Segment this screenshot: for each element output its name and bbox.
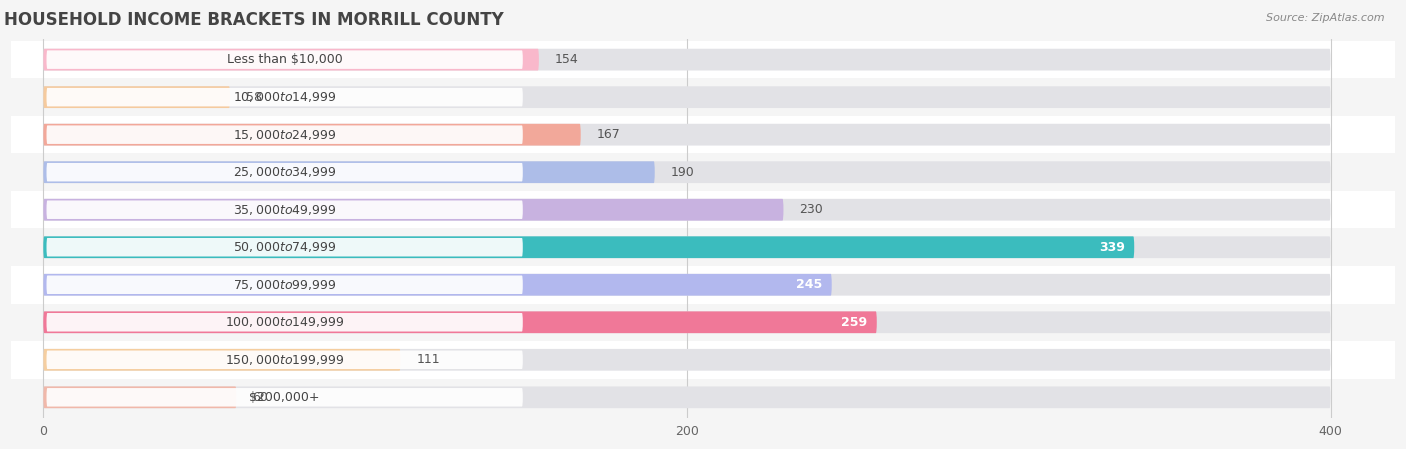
Text: $35,000 to $49,999: $35,000 to $49,999 xyxy=(233,202,336,217)
Text: Source: ZipAtlas.com: Source: ZipAtlas.com xyxy=(1267,13,1385,23)
Text: HOUSEHOLD INCOME BRACKETS IN MORRILL COUNTY: HOUSEHOLD INCOME BRACKETS IN MORRILL COU… xyxy=(4,11,503,29)
FancyBboxPatch shape xyxy=(44,161,1330,183)
FancyBboxPatch shape xyxy=(46,163,523,181)
Bar xyxy=(11,266,1395,304)
FancyBboxPatch shape xyxy=(46,200,523,219)
Text: $150,000 to $199,999: $150,000 to $199,999 xyxy=(225,353,344,367)
Bar xyxy=(11,41,1395,79)
Text: 154: 154 xyxy=(555,53,579,66)
Bar xyxy=(11,79,1395,116)
Bar xyxy=(11,191,1395,229)
FancyBboxPatch shape xyxy=(44,161,655,183)
FancyBboxPatch shape xyxy=(46,238,523,256)
Text: 58: 58 xyxy=(246,91,262,104)
Text: 190: 190 xyxy=(671,166,695,179)
Text: 230: 230 xyxy=(800,203,824,216)
FancyBboxPatch shape xyxy=(44,312,877,333)
FancyBboxPatch shape xyxy=(44,199,783,220)
FancyBboxPatch shape xyxy=(44,124,581,145)
FancyBboxPatch shape xyxy=(44,49,1330,70)
Text: $25,000 to $34,999: $25,000 to $34,999 xyxy=(233,165,336,179)
FancyBboxPatch shape xyxy=(44,124,1330,145)
FancyBboxPatch shape xyxy=(46,88,523,106)
FancyBboxPatch shape xyxy=(44,199,1330,220)
FancyBboxPatch shape xyxy=(44,349,401,371)
Bar xyxy=(11,154,1395,191)
FancyBboxPatch shape xyxy=(46,313,523,331)
FancyBboxPatch shape xyxy=(46,388,523,406)
FancyBboxPatch shape xyxy=(44,86,1330,108)
Bar xyxy=(11,341,1395,379)
FancyBboxPatch shape xyxy=(44,274,1330,295)
Text: $75,000 to $99,999: $75,000 to $99,999 xyxy=(233,278,336,292)
FancyBboxPatch shape xyxy=(44,349,1330,371)
Text: $100,000 to $149,999: $100,000 to $149,999 xyxy=(225,315,344,329)
FancyBboxPatch shape xyxy=(44,312,1330,333)
Text: 245: 245 xyxy=(796,278,823,291)
Bar xyxy=(11,116,1395,154)
Text: 259: 259 xyxy=(841,316,868,329)
Bar xyxy=(11,304,1395,341)
Text: $10,000 to $14,999: $10,000 to $14,999 xyxy=(233,90,336,104)
FancyBboxPatch shape xyxy=(46,50,523,69)
Bar xyxy=(11,379,1395,416)
Text: $50,000 to $74,999: $50,000 to $74,999 xyxy=(233,240,336,254)
FancyBboxPatch shape xyxy=(44,387,1330,408)
FancyBboxPatch shape xyxy=(44,236,1330,258)
FancyBboxPatch shape xyxy=(44,49,538,70)
Text: Less than $10,000: Less than $10,000 xyxy=(226,53,343,66)
FancyBboxPatch shape xyxy=(46,276,523,294)
Text: $200,000+: $200,000+ xyxy=(249,391,321,404)
FancyBboxPatch shape xyxy=(46,125,523,144)
FancyBboxPatch shape xyxy=(44,236,1135,258)
Text: 111: 111 xyxy=(416,353,440,366)
Text: 339: 339 xyxy=(1098,241,1125,254)
Bar xyxy=(11,229,1395,266)
Text: $15,000 to $24,999: $15,000 to $24,999 xyxy=(233,128,336,142)
Text: 167: 167 xyxy=(596,128,620,141)
FancyBboxPatch shape xyxy=(44,274,832,295)
Text: 60: 60 xyxy=(253,391,269,404)
FancyBboxPatch shape xyxy=(46,351,523,369)
FancyBboxPatch shape xyxy=(44,387,236,408)
FancyBboxPatch shape xyxy=(44,86,231,108)
